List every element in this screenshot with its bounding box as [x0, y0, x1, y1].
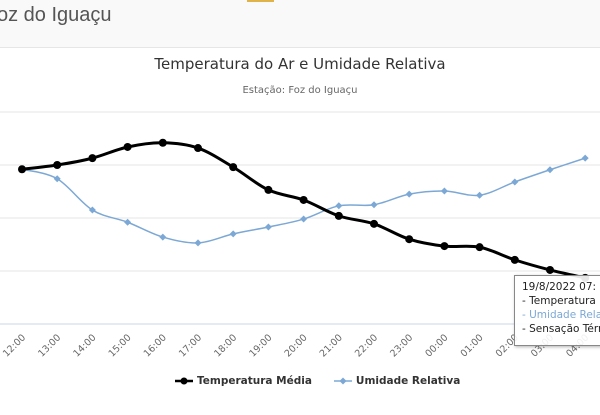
data-point-humidity	[229, 230, 237, 238]
legend-marker-humidity	[333, 377, 352, 385]
tooltip-temperature: - Temperatura	[522, 295, 596, 307]
x-tick-label: 15:00	[107, 332, 134, 359]
data-point-temperature	[194, 144, 202, 153]
data-point-humidity	[264, 223, 272, 231]
x-tick-label: 16:00	[142, 332, 169, 359]
data-point-temperature	[299, 195, 308, 204]
data-point-temperature	[370, 219, 378, 228]
chart-title: Temperatura do Ar e Umidade Relativa	[154, 55, 446, 73]
data-point-humidity	[159, 233, 167, 241]
legend-item-humidity[interactable]: Umidade Relativa	[333, 375, 461, 387]
data-point-temperature	[440, 242, 449, 251]
data-point-temperature	[88, 154, 97, 163]
legend-label-humidity: Umidade Relativa	[355, 375, 461, 387]
data-point-temperature	[334, 211, 343, 220]
data-point-temperature	[405, 235, 414, 244]
data-point-humidity	[511, 178, 519, 186]
data-point-temperature	[229, 163, 238, 172]
legend-label-temperature: Temperatura Média	[197, 375, 312, 387]
x-tick-label: 00:00	[423, 332, 450, 359]
x-tick-label: 13:00	[36, 332, 63, 359]
legend: Temperatura Média Umidade Relativa	[175, 375, 460, 387]
x-tick-label: 19:00	[247, 332, 274, 359]
x-tick-label: 17:00	[177, 332, 204, 359]
tooltip-feels-like: - Sensação Térm	[522, 323, 600, 335]
data-point-humidity	[581, 154, 589, 162]
x-tick-label: 20:00	[283, 332, 310, 359]
data-point-temperature	[123, 142, 132, 151]
tooltip: 19/8/2022 07: - Temperatura - Umidade Re…	[514, 275, 600, 346]
page-header: oz do Iguaçu	[0, 0, 600, 48]
chart-subtitle: Estação: Foz do Iguaçu	[242, 85, 358, 96]
tooltip-humidity: - Umidade Rela	[522, 309, 600, 321]
data-point-humidity	[300, 215, 308, 223]
page-title: oz do Iguaçu	[0, 4, 112, 26]
data-point-temperature	[158, 138, 167, 147]
x-tick-label: 22:00	[353, 332, 380, 359]
data-point-humidity	[440, 187, 448, 195]
data-point-humidity	[476, 191, 484, 199]
legend-item-temperature[interactable]: Temperatura Média	[175, 375, 312, 387]
data-point-humidity	[194, 239, 202, 247]
data-point-humidity	[546, 166, 554, 174]
x-tick-label: 23:00	[388, 332, 415, 359]
data-point-humidity	[53, 175, 61, 183]
data-point-humidity	[124, 218, 132, 226]
data-point-temperature	[53, 161, 62, 169]
data-point-humidity	[335, 202, 343, 210]
legend-marker-temperature	[175, 377, 193, 385]
data-point-humidity	[88, 206, 96, 214]
data-point-humidity	[370, 201, 378, 209]
x-tick-label: 01:00	[459, 332, 486, 359]
data-point-temperature	[18, 165, 26, 174]
data-point-temperature	[264, 185, 273, 194]
x-tick-label: 21:00	[318, 332, 345, 359]
accent-bar	[247, 0, 274, 2]
series-line-temperature	[21, 141, 586, 280]
data-point-temperature	[475, 243, 484, 252]
x-tick-label: 14:00	[71, 332, 98, 359]
data-point-humidity	[405, 190, 413, 198]
data-point-temperature	[510, 255, 519, 264]
x-tick-label: 12:00	[1, 332, 28, 359]
data-point-temperature	[546, 265, 554, 274]
tooltip-date: 19/8/2022 07:	[522, 281, 597, 293]
x-tick-label: 18:00	[212, 332, 239, 359]
